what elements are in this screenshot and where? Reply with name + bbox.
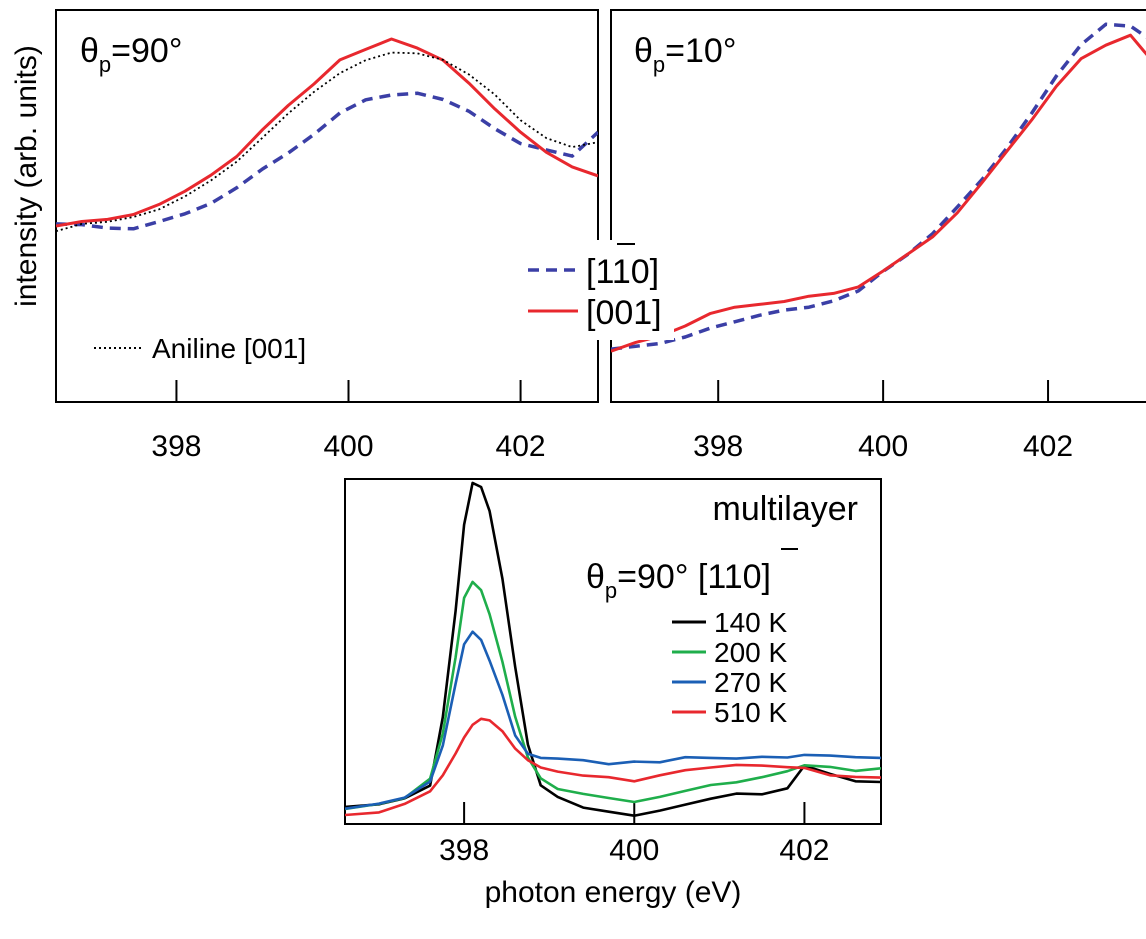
panel-1-x-tick-label-402: 402	[1023, 430, 1073, 463]
panel-2-x-tick-label-402: 402	[779, 834, 829, 867]
panel-2-series-510-k	[345, 717, 881, 817]
panel-1-series-001	[611, 33, 1146, 353]
legend-200k-label: 200 K	[714, 637, 787, 668]
legend-aniline-label: Aniline [001]	[152, 333, 306, 364]
legend-140k-label: 140 K	[714, 607, 787, 638]
panel-top-right-frame	[610, 9, 1146, 403]
panel-1-x-tick-label-400: 400	[858, 430, 908, 463]
y-axis-label: intensity (arb. units)	[10, 45, 43, 307]
panel-1-series-110	[611, 22, 1146, 351]
panel-top-left-plot: 398 400 402	[56, 37, 598, 463]
panel-2-series-270-k	[345, 630, 881, 810]
legend-background	[524, 240, 674, 340]
legend-110-label: [110]	[586, 253, 659, 291]
panel-2-series-200-k	[345, 580, 881, 811]
panel-bottom-frame	[344, 478, 882, 825]
panel-0-x-tick-label-400: 400	[323, 430, 373, 463]
legend-270k-label: 270 K	[714, 667, 787, 698]
panel-0-series-110	[56, 91, 598, 231]
legend-001-label: [001]	[586, 294, 662, 332]
panel-top-right-theta-annotation: θp=10°	[634, 32, 736, 77]
panel-2-x-tick-label-400: 400	[609, 834, 659, 867]
panel-bottom-plot: 398 400 402	[345, 481, 881, 867]
panel-0-x-tick-label-402: 402	[496, 430, 546, 463]
panel-2-x-tick-label-398: 398	[439, 834, 489, 867]
panel-top-left-frame	[55, 9, 599, 403]
panel-0-series-001	[56, 37, 598, 228]
x-axis-label: photon energy (eV)	[485, 876, 742, 909]
panel-0-x-tick-label-398: 398	[151, 430, 201, 463]
panel-top-right-plot: 398 400 402	[611, 22, 1146, 463]
legend-510k-label: 510 K	[714, 697, 787, 728]
panel-1-x-tick-label-398: 398	[693, 430, 743, 463]
panel-top-left-theta-annotation: θp=90°	[80, 32, 182, 77]
panel-bottom-title: multilayer	[713, 490, 858, 528]
panel-2-series-140-k	[345, 481, 881, 818]
panel-bottom-theta-annotation: θp=90° [110]	[586, 558, 771, 603]
